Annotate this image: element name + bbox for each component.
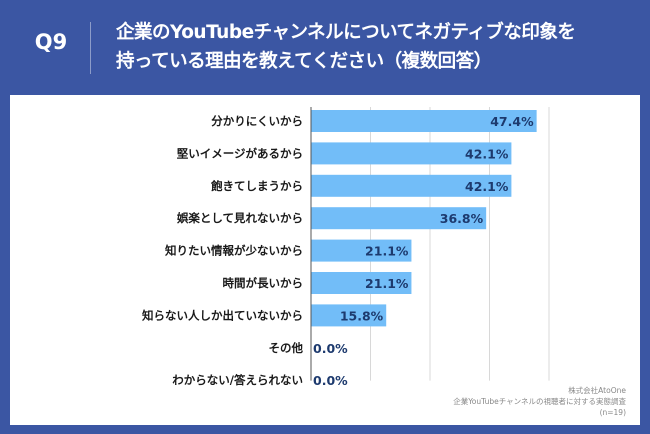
category-label: 分かりにくいから bbox=[211, 114, 303, 128]
source-sample: (n=19) bbox=[599, 408, 626, 417]
data-label: 21.1% bbox=[365, 244, 409, 259]
bar bbox=[311, 272, 412, 294]
chart-title: 企業のYouTubeチャンネルについてネガティブな印象を 持っている理由を教えて… bbox=[116, 18, 576, 76]
bar-chart: 分かりにくいから 47.4% 堅いイメージがあるから 42.1% 飽きてしまうから 42.… bbox=[141, 107, 550, 388]
title-line-2: 持っている理由を教えてください（複数回答） bbox=[116, 51, 492, 72]
category-label: 知らない人しか出ていないから bbox=[141, 308, 303, 322]
data-label: 0.0% bbox=[313, 341, 348, 356]
data-label: 15.8% bbox=[340, 308, 384, 323]
category-label: 時間が長いから bbox=[223, 276, 304, 290]
bar bbox=[311, 207, 487, 230]
header-divider bbox=[90, 22, 91, 74]
data-label: 47.4% bbox=[490, 114, 534, 129]
question-number: Q9 bbox=[34, 30, 68, 54]
source-survey: 企業YouTubeチャンネルの視聴者に対する実態調査 bbox=[453, 397, 626, 406]
data-label: 0.0% bbox=[313, 373, 348, 388]
source-company: 株式会社AtoOne bbox=[568, 386, 626, 395]
chart-panel: 分かりにくいから 47.4% 堅いイメージがあるから 42.1% 飽きてしまうから 42.… bbox=[10, 95, 640, 425]
bar bbox=[311, 110, 537, 132]
data-label: 42.1% bbox=[465, 146, 509, 161]
category-label: 堅いイメージがあるから bbox=[177, 146, 303, 160]
source-note: 株式会社AtoOne 企業YouTubeチャンネルの視聴者に対する実態調査 (n… bbox=[453, 385, 626, 418]
category-label: 知りたい情報が少ないから bbox=[164, 244, 303, 258]
category-label: 飽きてしまうから bbox=[210, 179, 303, 193]
category-label: その他 bbox=[269, 341, 304, 355]
bar bbox=[311, 304, 387, 327]
category-label: 娯楽として見れないから bbox=[177, 211, 303, 225]
data-label: 21.1% bbox=[365, 276, 409, 291]
bar bbox=[311, 239, 412, 262]
bar bbox=[311, 142, 512, 165]
data-label: 36.8% bbox=[440, 211, 484, 226]
title-line-1: 企業のYouTubeチャンネルについてネガティブな印象を bbox=[116, 22, 576, 43]
data-label: 42.1% bbox=[465, 179, 509, 194]
bar bbox=[311, 174, 512, 197]
category-label: わからない/答えられない bbox=[172, 373, 303, 387]
